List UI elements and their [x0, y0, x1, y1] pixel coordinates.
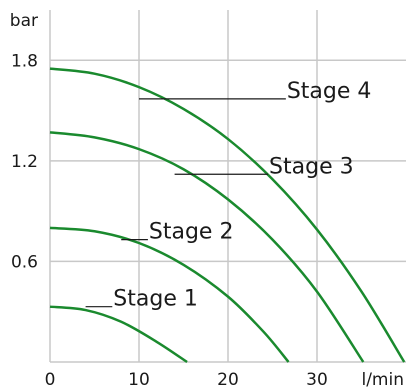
stage-labels: Stage 1 Stage 2 Stage 3 Stage 4 [85, 79, 372, 312]
x-tick-label: 30 [306, 370, 328, 390]
y-tick-labels: 0.6 1.2 1.8 [11, 51, 38, 272]
stage-curves [49, 67, 406, 364]
x-tick-label: 10 [128, 370, 150, 390]
x-axis-unit: l/min [361, 370, 404, 390]
stage-3-curve [49, 131, 365, 363]
y-tick-label: 0.6 [11, 252, 38, 272]
x-tick-labels: 0 10 20 30 [45, 370, 328, 390]
stage-1-curve [49, 305, 188, 364]
x-tick-label: 0 [45, 370, 56, 390]
y-tick-label: 1.8 [11, 51, 38, 71]
stage-4-label: Stage 4 [287, 79, 372, 104]
y-axis-unit: bar [10, 11, 38, 31]
y-tick-label: 1.2 [11, 152, 38, 172]
stage-1-label: Stage 1 [113, 287, 198, 312]
stage-4-curve [49, 67, 406, 363]
x-tick-label: 20 [217, 370, 239, 390]
stage-2-curve [49, 226, 290, 363]
stage-2-label: Stage 2 [149, 220, 234, 245]
grid [49, 10, 406, 363]
stage-3-label: Stage 3 [269, 154, 354, 179]
